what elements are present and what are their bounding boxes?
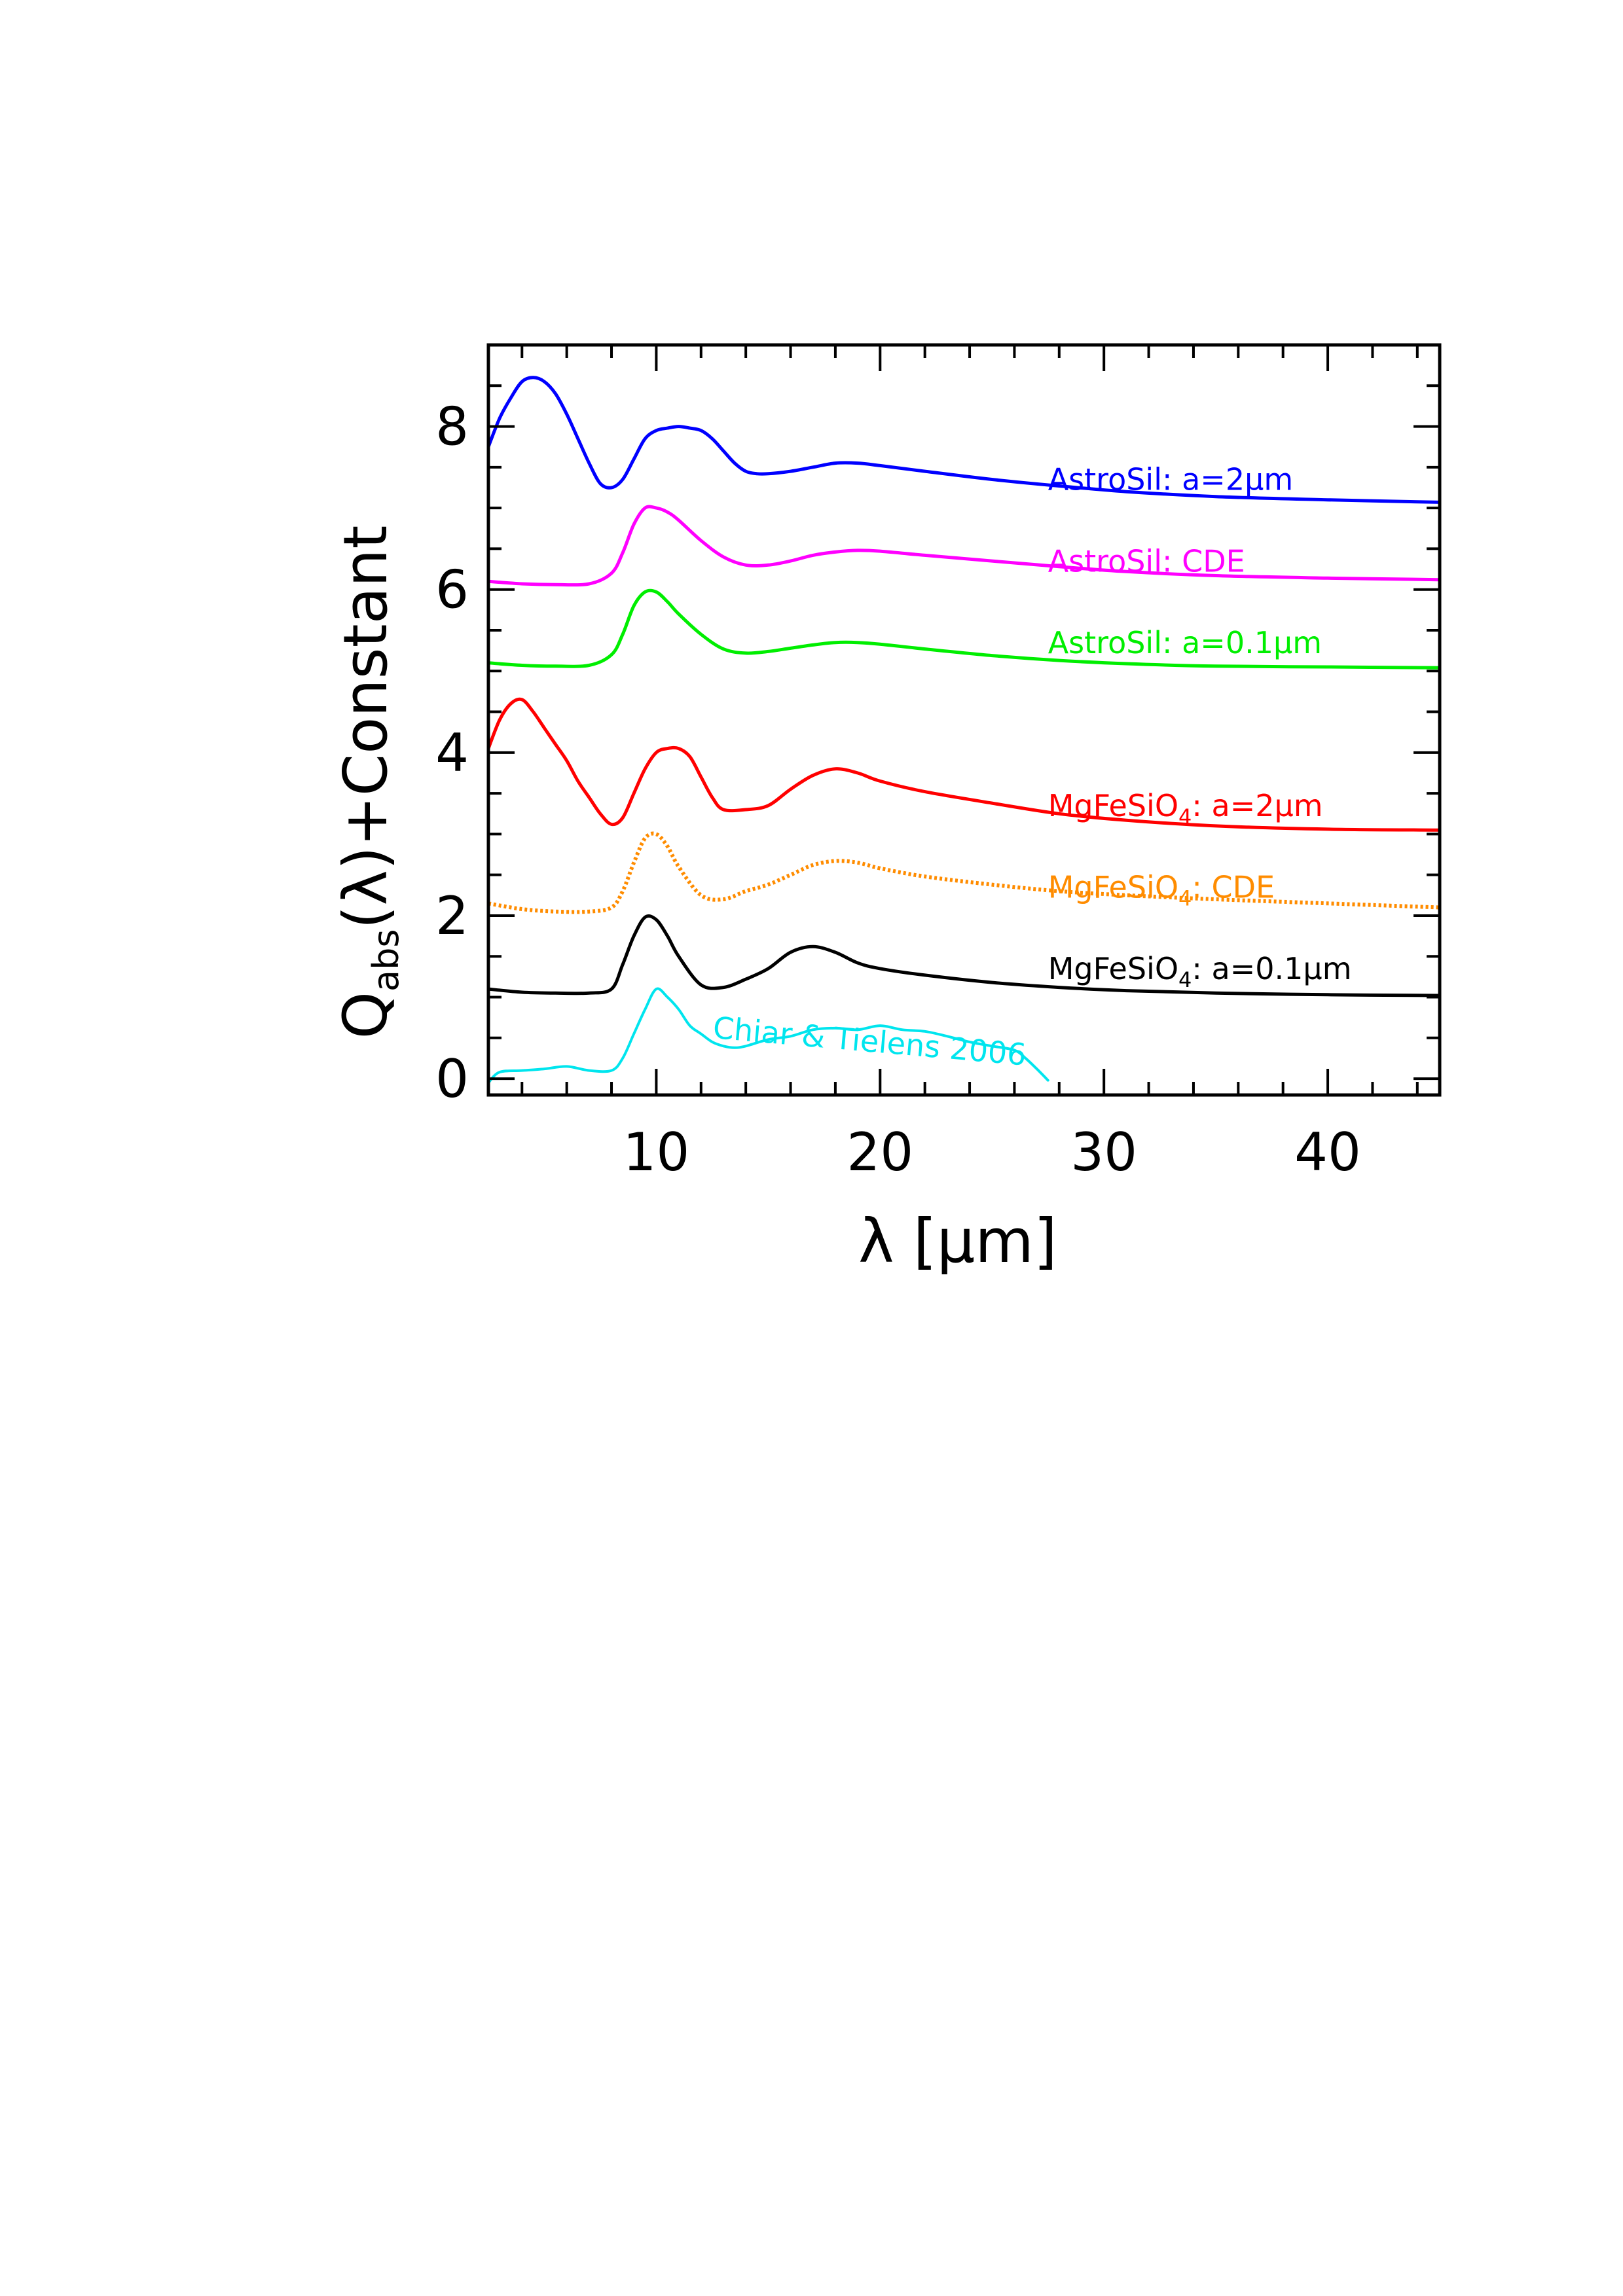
x-axis-label: λ [μm] xyxy=(858,1206,1057,1276)
y-tick-label: 8 xyxy=(435,397,469,457)
x-tick-label: 20 xyxy=(847,1122,913,1183)
y-label-main: Q xyxy=(331,992,401,1039)
label-unit: m xyxy=(1322,951,1352,986)
y-tick-label: 0 xyxy=(435,1049,469,1109)
label-mu: μ xyxy=(1303,951,1322,986)
label-rest: : CDE xyxy=(1192,870,1275,905)
series-line-mgfesio4-2um xyxy=(486,697,1442,832)
y-axis-label: Qabs(λ)+Constant xyxy=(331,526,407,1039)
label-unit: m xyxy=(1294,788,1323,823)
label-main: MgFeSiO xyxy=(1048,951,1178,986)
label-unit: m xyxy=(1292,625,1322,660)
plot-frame xyxy=(486,343,1442,1097)
label-mu: μ xyxy=(1275,788,1294,823)
label-main: MgFeSiO xyxy=(1048,788,1178,823)
series-line-astrosil-0.1um xyxy=(486,588,1442,670)
label-rest: : a=0.1 xyxy=(1192,951,1303,986)
label-sub: 4 xyxy=(1178,804,1192,829)
y-tick-label: 4 xyxy=(435,723,469,783)
y-tick-label: 6 xyxy=(435,560,469,620)
series-line-mgfesio4-0.1um xyxy=(486,914,1442,997)
x-tick-label: 30 xyxy=(1070,1122,1137,1183)
y-label-rest: (λ)+Constant xyxy=(331,526,401,929)
axis-ticks xyxy=(488,344,1440,1095)
label-mu: μ xyxy=(1245,462,1264,497)
label-main: AstroSil: CDE xyxy=(1048,543,1245,579)
x-tick-label: 40 xyxy=(1294,1122,1361,1183)
series-label-astrosil-2um: AstroSil: a=2μm xyxy=(1048,462,1294,497)
x-tick-label: 10 xyxy=(623,1122,690,1183)
series-label-mgfesio4-2um: MgFeSiO4: a=2μm xyxy=(1048,788,1323,829)
tick-labels: 10 20 30 40 0 2 4 6 8 xyxy=(435,397,1361,1183)
svg-text:Qabs(λ)+Constant: Qabs(λ)+Constant xyxy=(331,526,407,1039)
series-label-mgfesio4-0.1um: MgFeSiO4: a=0.1μm xyxy=(1048,951,1352,992)
label-main: AstroSil: a=2 xyxy=(1048,462,1245,497)
series-line-mgfesio4-cde xyxy=(488,831,1440,914)
label-sub: 4 xyxy=(1178,967,1192,992)
label-unit: m xyxy=(1264,462,1293,497)
label-main: AstroSil: a=0.1 xyxy=(1048,625,1273,660)
series-label-astrosil-0.1um: AstroSil: a=0.1μm xyxy=(1048,625,1322,660)
label-main: MgFeSiO xyxy=(1048,870,1178,905)
label-mu: μ xyxy=(1273,625,1292,660)
label-main: Chiar & Tielens 2006 xyxy=(712,1010,1028,1073)
series-label-mgfesio4-cde: MgFeSiO4: CDE xyxy=(1048,870,1275,911)
series-label-astrosil-cde: AstroSil: CDE xyxy=(1048,543,1245,579)
series-line-chiar-tielens-2006 xyxy=(487,987,1049,1085)
label-rest: : a=2 xyxy=(1192,788,1274,823)
series-line-astrosil-2um xyxy=(486,376,1442,504)
plot-lines xyxy=(486,376,1442,1085)
label-sub: 4 xyxy=(1178,886,1192,911)
y-tick-label: 2 xyxy=(435,886,469,946)
series-label-chiar-tielens-2006: Chiar & Tielens 2006 xyxy=(712,1010,1028,1073)
series-line-astrosil-cde xyxy=(486,505,1442,587)
y-label-sub: abs xyxy=(365,929,407,992)
